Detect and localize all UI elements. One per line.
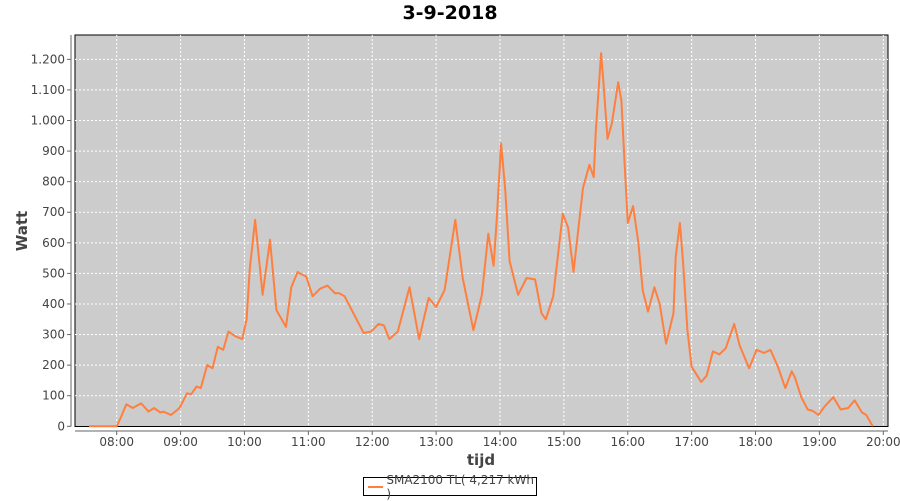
- x-tick-label: 15:00: [547, 435, 582, 449]
- x-tick-label: 08:00: [99, 435, 134, 449]
- y-tick-label: 0: [57, 419, 65, 433]
- x-tick-label: 10:00: [227, 435, 262, 449]
- y-tick-label: 500: [42, 266, 65, 280]
- y-tick-label: 1.000: [31, 114, 65, 128]
- y-tick-label: 1.200: [31, 52, 65, 66]
- y-tick-label: 100: [42, 389, 65, 403]
- y-tick-label: 600: [42, 236, 65, 250]
- legend: SMA2100 TL( 4,217 kWh ): [363, 473, 537, 501]
- legend-label: SMA2100 TL( 4,217 kWh ): [386, 472, 534, 501]
- y-tick-label: 1.100: [31, 83, 65, 97]
- series-line: [89, 52, 874, 428]
- x-tick-label: 20:00: [866, 435, 900, 449]
- x-tick-label: 17:00: [674, 435, 709, 449]
- x-tick-label: 11:00: [291, 435, 326, 449]
- x-tick-label: 19:00: [802, 435, 837, 449]
- x-tick-label: 13:00: [419, 435, 454, 449]
- y-tick-label: 700: [42, 205, 65, 219]
- y-tick-label: 400: [42, 297, 65, 311]
- chart-title: 3-9-2018: [402, 2, 498, 24]
- y-tick-label: 900: [42, 144, 65, 158]
- x-tick-label: 18:00: [738, 435, 773, 449]
- x-tick-label: 16:00: [610, 435, 645, 449]
- x-tick-label: 12:00: [355, 435, 390, 449]
- plot-area: [74, 34, 889, 427]
- legend-swatch: [368, 485, 384, 488]
- x-tick-label: 09:00: [163, 435, 198, 449]
- y-axis-label: Watt: [13, 211, 31, 251]
- y-tick-label: 300: [42, 328, 65, 342]
- x-tick-label: 14:00: [483, 435, 518, 449]
- y-tick-label: 800: [42, 175, 65, 189]
- y-tick-label: 200: [42, 358, 65, 372]
- x-axis-label: tijd: [467, 451, 495, 469]
